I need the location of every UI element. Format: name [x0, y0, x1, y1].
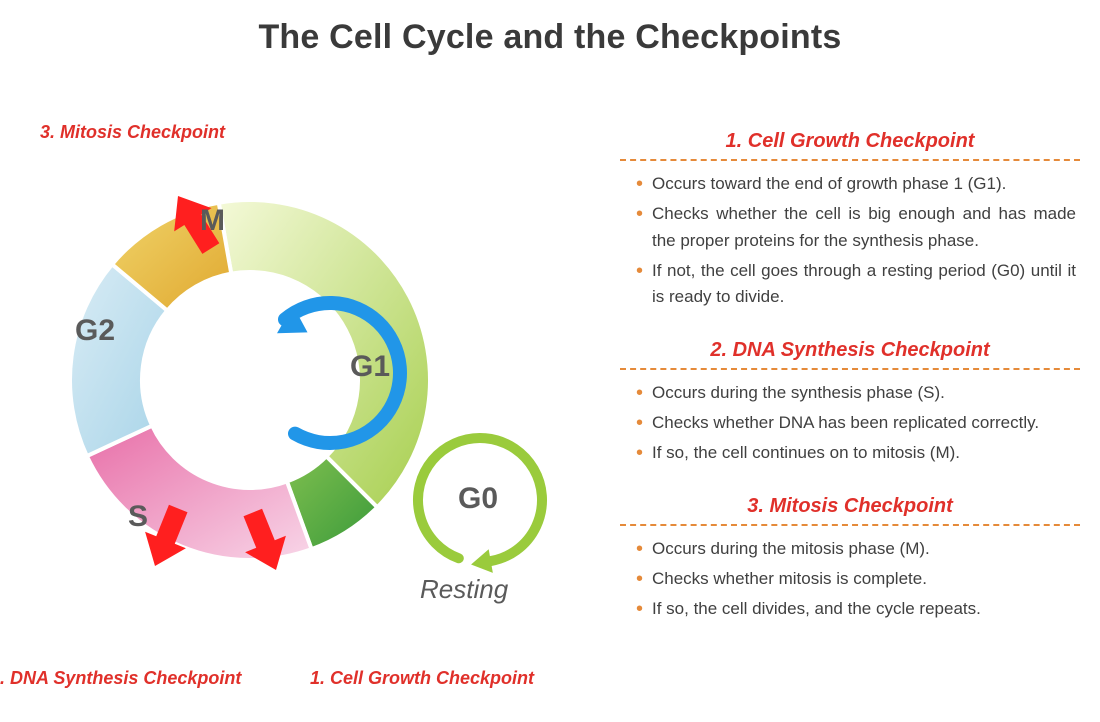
page-title: The Cell Cycle and the Checkpoints	[0, 18, 1100, 57]
section-2: 2. DNA Synthesis Checkpoint Occurs durin…	[620, 339, 1080, 467]
ring-svg	[0, 100, 600, 717]
list-item: Occurs during the synthesis phase (S).	[636, 380, 1076, 406]
section-3-title: 3. Mitosis Checkpoint	[620, 495, 1080, 518]
callout-dna-synthesis-checkpoint: 2. DNA Synthesis Checkpoint	[0, 668, 241, 689]
list-item: If not, the cell goes through a resting …	[636, 258, 1076, 311]
section-2-title: 2. DNA Synthesis Checkpoint	[620, 339, 1080, 362]
list-item: Checks whether DNA has been replicated c…	[636, 410, 1076, 436]
section-3-rule	[620, 524, 1080, 526]
section-1: 1. Cell Growth Checkpoint Occurs toward …	[620, 130, 1080, 311]
list-item: Occurs toward the end of growth phase 1 …	[636, 171, 1076, 197]
notes-panel: 1. Cell Growth Checkpoint Occurs toward …	[620, 130, 1080, 651]
list-item: If so, the cell divides, and the cycle r…	[636, 596, 1076, 622]
section-1-title: 1. Cell Growth Checkpoint	[620, 130, 1080, 153]
section-3: 3. Mitosis Checkpoint Occurs during the …	[620, 495, 1080, 623]
list-item: Checks whether mitosis is complete.	[636, 566, 1076, 592]
list-item: Checks whether the cell is big enough an…	[636, 201, 1076, 254]
g0-circle	[418, 438, 542, 561]
callout-cell-growth-checkpoint: 1. Cell Growth Checkpoint	[310, 668, 534, 689]
list-item: If so, the cell continues on to mitosis …	[636, 440, 1076, 466]
section-1-list: Occurs toward the end of growth phase 1 …	[620, 171, 1080, 311]
g0-arrowhead	[471, 549, 493, 573]
section-2-list: Occurs during the synthesis phase (S). C…	[620, 380, 1080, 467]
section-1-rule	[620, 159, 1080, 161]
resting-label: Resting	[420, 574, 508, 605]
section-3-list: Occurs during the mitosis phase (M). Che…	[620, 536, 1080, 623]
section-2-rule	[620, 368, 1080, 370]
list-item: Occurs during the mitosis phase (M).	[636, 536, 1076, 562]
callout-mitosis-checkpoint: 3. Mitosis Checkpoint	[40, 122, 225, 143]
cell-cycle-diagram: G1 G2 S M G0 Resting 3. Mitosis Checkpoi…	[0, 100, 600, 717]
